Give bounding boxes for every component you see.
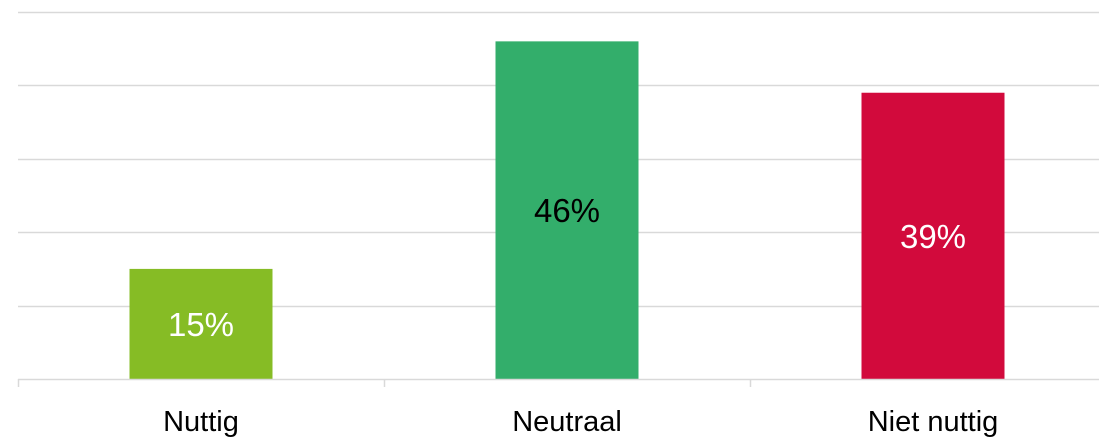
bars [129, 41, 1005, 380]
bar-nuttig [129, 268, 273, 379]
labels: 15% Nuttig 46% Neutraal 39% Niet nuttig [163, 192, 998, 437]
bar-niet-nuttig [861, 92, 1005, 380]
category-label-nuttig: Nuttig [163, 406, 239, 437]
data-label-nuttig: 15% [168, 306, 234, 343]
bar-neutraal [495, 41, 639, 380]
x-axis [17, 378, 1099, 387]
category-label-niet-nuttig: Niet nuttig [868, 406, 999, 437]
data-label-niet-nuttig: 39% [900, 218, 966, 255]
data-label-neutraal: 46% [534, 192, 600, 229]
category-label-neutraal: Neutraal [512, 406, 622, 437]
